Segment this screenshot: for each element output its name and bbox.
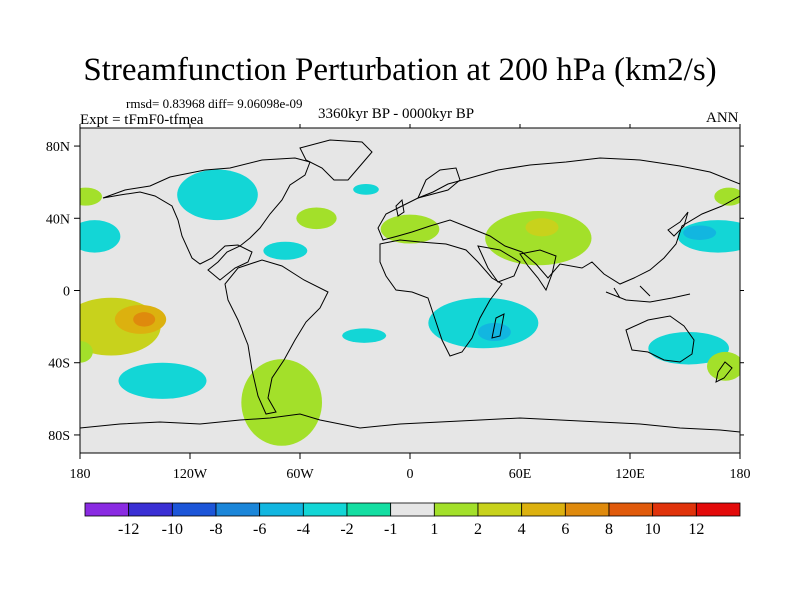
- x-tick-label: 120E: [615, 467, 645, 482]
- anomaly-region: [80, 187, 102, 206]
- anomaly-region: [241, 359, 322, 446]
- colorbar-swatch: [128, 502, 173, 517]
- map-background: [80, 128, 740, 453]
- colorbar-label: 1: [430, 521, 438, 538]
- colorbar-label: 10: [645, 521, 661, 538]
- colorbar-label: 6: [561, 521, 569, 538]
- chart-title: Streamfunction Perturbation at 200 hPa (…: [83, 52, 717, 88]
- colorbar-label: -4: [297, 521, 310, 538]
- coastline-africa: [379, 239, 503, 357]
- colorbar-label: -8: [209, 521, 222, 538]
- y-tick-label: 40S: [48, 357, 70, 372]
- colorbar-swatch: [521, 502, 566, 517]
- anomaly-region: [263, 241, 308, 260]
- y-tick-label: 40N: [46, 212, 70, 227]
- coastline-madagascar: [491, 313, 505, 339]
- anomaly-layer: [80, 169, 740, 446]
- coastline-north-america: [102, 157, 311, 281]
- colorbar-label: 2: [474, 521, 482, 538]
- anomaly-region: [342, 328, 387, 343]
- colorbar-swatch: [695, 502, 741, 517]
- anomaly-region: [353, 183, 379, 195]
- anomaly-region: [80, 341, 93, 363]
- coastline-india: [519, 249, 557, 292]
- x-tick-label: 60W: [286, 467, 314, 482]
- x-tick-label: 0: [407, 467, 414, 482]
- colorbar-swatch: [433, 502, 479, 517]
- coastline-japan: [667, 211, 689, 237]
- colorbar-swatch: [84, 502, 130, 517]
- colorbar-swatch: [608, 502, 654, 517]
- colorbar-swatch: [302, 502, 348, 517]
- period-label: 3360kyr BP - 0000kyr BP: [318, 106, 475, 122]
- axis-layer: 180 120W 60W 0 60E 120E 180 80N 40N 0 40S 80S: [46, 124, 751, 482]
- coastline-uk: [395, 198, 405, 217]
- colorbar-swatch: [171, 502, 217, 517]
- anomaly-region: [683, 225, 717, 240]
- anomaly-region: [477, 323, 511, 342]
- colorbar-label: 12: [688, 521, 704, 538]
- anomaly-region: [133, 312, 156, 327]
- colorbar-label: -2: [340, 521, 353, 538]
- colorbar-swatch: [477, 502, 523, 517]
- anomaly-region: [296, 207, 337, 230]
- colorbar-swatch: [346, 502, 392, 517]
- y-tick-label: 80S: [48, 429, 70, 444]
- anomaly-region: [485, 211, 592, 266]
- coastline-indonesia: [605, 285, 691, 303]
- y-tick-label: 80N: [46, 140, 70, 155]
- colorbar-label: -1: [384, 521, 397, 538]
- x-tick-label: 180: [70, 467, 91, 482]
- coastline-greenland: [299, 139, 373, 181]
- coastline-layer: [80, 139, 740, 433]
- anomaly-region: [380, 214, 440, 244]
- anomaly-region: [714, 187, 740, 206]
- colorbar-swatch: [564, 502, 610, 517]
- y-tick-label: 0: [63, 285, 70, 300]
- anomaly-region: [707, 351, 740, 381]
- x-tick-label: 120W: [173, 467, 208, 482]
- colorbar: -12 -10 -8 -6 -4 -2 -1 1 2 4 6 8 10 12: [84, 502, 741, 538]
- coastline-scandinavia: [417, 167, 461, 199]
- colorbar-label: -6: [253, 521, 266, 538]
- anomaly-region: [118, 362, 207, 399]
- experiment-label: Expt = tFmF0-tfmea: [80, 112, 204, 128]
- anomaly-region: [428, 297, 539, 349]
- stats-text: rmsd= 0.83968 diff= 9.06098e-09: [126, 96, 303, 111]
- colorbar-label: 4: [518, 521, 526, 538]
- colorbar-swatch: [215, 502, 261, 517]
- coastline-new-zealand: [715, 361, 733, 383]
- season-label: ANN: [706, 110, 739, 126]
- anomaly-region: [80, 220, 121, 253]
- colorbar-label: -12: [118, 521, 139, 538]
- x-tick-label: 60E: [509, 467, 532, 482]
- colorbar-label: 8: [605, 521, 613, 538]
- coastline-south-america: [224, 259, 329, 415]
- coastline-antarctica: [80, 413, 740, 433]
- colorbar-swatch: [652, 502, 697, 517]
- coastline-australia: [625, 315, 695, 363]
- x-tick-label: 180: [730, 467, 751, 482]
- colorbar-swatch: [390, 502, 435, 517]
- anomaly-region: [177, 169, 258, 221]
- anomaly-region: [525, 218, 559, 237]
- colorbar-label: -10: [162, 521, 183, 538]
- anomaly-region: [648, 332, 730, 365]
- colorbar-swatch: [259, 502, 304, 517]
- coastline-arabia: [477, 245, 521, 283]
